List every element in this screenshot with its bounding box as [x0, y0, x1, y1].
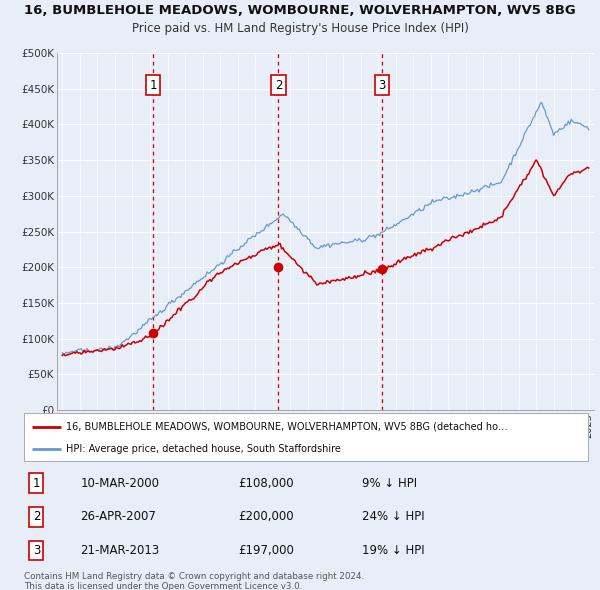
Text: 19% ↓ HPI: 19% ↓ HPI [362, 544, 425, 557]
Text: 10-MAR-2000: 10-MAR-2000 [80, 477, 160, 490]
Text: £108,000: £108,000 [238, 477, 294, 490]
Text: HPI: Average price, detached house, South Staffordshire: HPI: Average price, detached house, Sout… [66, 444, 341, 454]
Text: £197,000: £197,000 [238, 544, 294, 557]
Text: 3: 3 [379, 78, 386, 91]
Text: 3: 3 [33, 544, 40, 557]
Text: 1: 1 [149, 78, 157, 91]
Text: Price paid vs. HM Land Registry's House Price Index (HPI): Price paid vs. HM Land Registry's House … [131, 22, 469, 35]
Text: 21-MAR-2013: 21-MAR-2013 [80, 544, 160, 557]
Text: 26-APR-2007: 26-APR-2007 [80, 510, 156, 523]
Text: This data is licensed under the Open Government Licence v3.0.: This data is licensed under the Open Gov… [24, 582, 302, 590]
Text: 16, BUMBLEHOLE MEADOWS, WOMBOURNE, WOLVERHAMPTON, WV5 8BG (detached ho…: 16, BUMBLEHOLE MEADOWS, WOMBOURNE, WOLVE… [66, 421, 508, 431]
Text: Contains HM Land Registry data © Crown copyright and database right 2024.: Contains HM Land Registry data © Crown c… [24, 572, 364, 581]
Text: 16, BUMBLEHOLE MEADOWS, WOMBOURNE, WOLVERHAMPTON, WV5 8BG: 16, BUMBLEHOLE MEADOWS, WOMBOURNE, WOLVE… [24, 4, 576, 17]
Text: 9% ↓ HPI: 9% ↓ HPI [362, 477, 418, 490]
Text: 24% ↓ HPI: 24% ↓ HPI [362, 510, 425, 523]
Text: 1: 1 [32, 477, 40, 490]
Text: 2: 2 [275, 78, 282, 91]
Text: 2: 2 [32, 510, 40, 523]
Text: £200,000: £200,000 [238, 510, 294, 523]
